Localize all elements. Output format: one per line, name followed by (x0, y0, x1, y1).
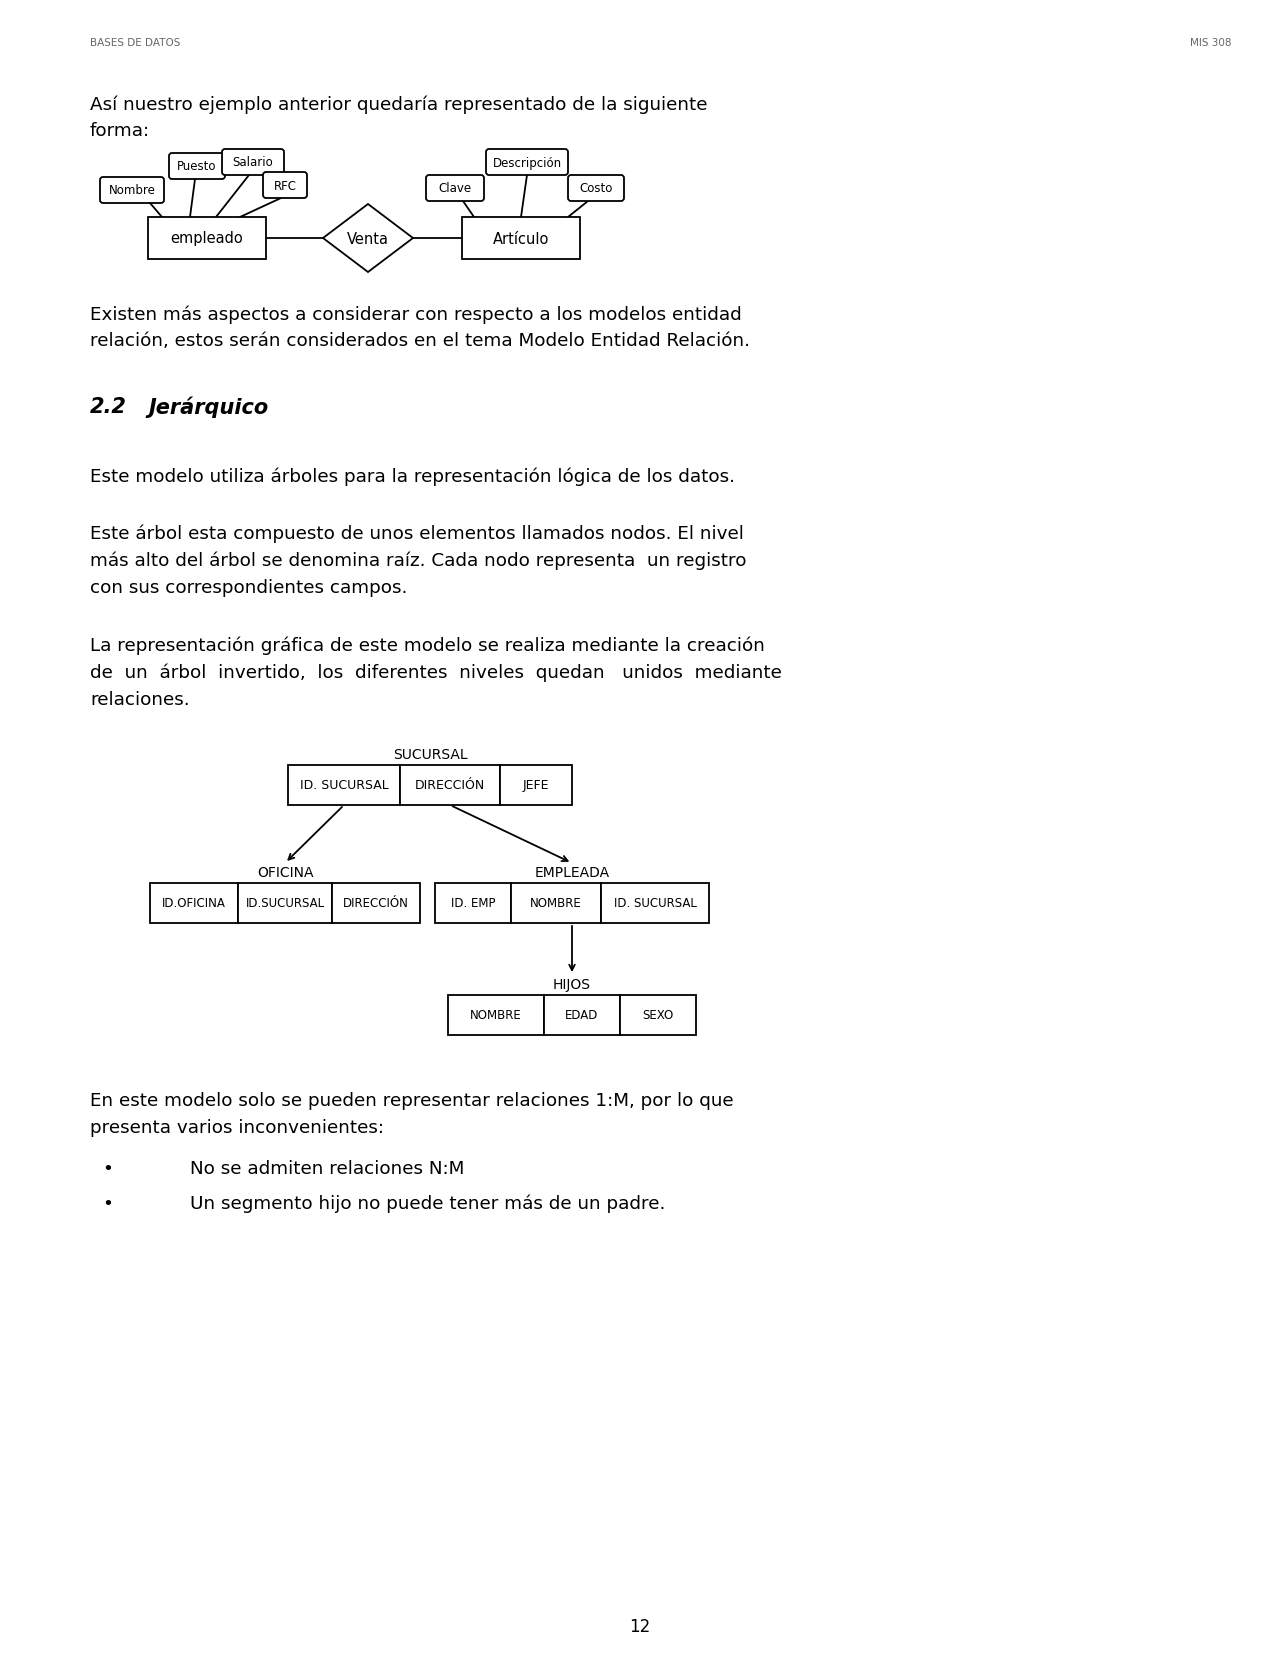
Text: La representación gráfica de este modelo se realiza mediante la creación: La representación gráfica de este modelo… (90, 637, 765, 655)
Text: No se admiten relaciones N:M: No se admiten relaciones N:M (189, 1158, 465, 1177)
FancyBboxPatch shape (262, 172, 307, 199)
Text: SEXO: SEXO (643, 1010, 673, 1021)
Bar (288, 766, 399, 806)
Bar (511, 884, 602, 923)
Text: Venta: Venta (347, 232, 389, 247)
FancyBboxPatch shape (486, 151, 568, 175)
Text: HIJOS: HIJOS (553, 978, 591, 991)
Text: RFC: RFC (274, 179, 297, 192)
Text: Descripción: Descripción (493, 157, 562, 169)
FancyBboxPatch shape (568, 175, 625, 202)
Text: relaciones.: relaciones. (90, 690, 189, 708)
Text: Jerárquico: Jerárquico (148, 397, 269, 419)
Text: más alto del árbol se denomina raíz. Cada nodo representa  un registro: más alto del árbol se denomina raíz. Cad… (90, 551, 746, 571)
Text: Este árbol esta compuesto de unos elementos llamados nodos. El nivel: Este árbol esta compuesto de unos elemen… (90, 525, 744, 543)
Bar (332, 884, 420, 923)
Text: Un segmento hijo no puede tener más de un padre.: Un segmento hijo no puede tener más de u… (189, 1195, 666, 1213)
Text: ID. SUCURSAL: ID. SUCURSAL (300, 780, 388, 793)
Text: Así nuestro ejemplo anterior quedaría representado de la siguiente: Así nuestro ejemplo anterior quedaría re… (90, 94, 708, 114)
Text: Puesto: Puesto (177, 161, 216, 174)
Bar (435, 884, 511, 923)
Text: 2.2: 2.2 (90, 397, 127, 417)
Bar (399, 766, 500, 806)
Text: Nombre: Nombre (109, 184, 155, 197)
Bar (462, 218, 580, 260)
Text: Costo: Costo (580, 182, 613, 195)
FancyBboxPatch shape (426, 175, 484, 202)
Bar (238, 884, 332, 923)
Text: relación, estos serán considerados en el tema Modelo Entidad Relación.: relación, estos serán considerados en el… (90, 331, 750, 349)
Bar (544, 995, 620, 1036)
Text: EDAD: EDAD (566, 1010, 599, 1021)
FancyBboxPatch shape (100, 177, 164, 204)
Text: forma:: forma: (90, 122, 150, 141)
Text: Artículo: Artículo (493, 232, 549, 247)
Bar (602, 884, 709, 923)
Text: SUCURSAL: SUCURSAL (393, 748, 467, 761)
Polygon shape (323, 205, 413, 273)
Text: •: • (102, 1195, 114, 1211)
Text: NOMBRE: NOMBRE (530, 897, 582, 910)
Bar (620, 995, 696, 1036)
Text: ID.SUCURSAL: ID.SUCURSAL (246, 897, 325, 910)
Text: •: • (102, 1158, 114, 1177)
Bar (150, 884, 238, 923)
Text: NOMBRE: NOMBRE (470, 1010, 522, 1021)
Bar (500, 766, 572, 806)
Text: ID. EMP: ID. EMP (451, 897, 495, 910)
Text: EMPLEADA: EMPLEADA (535, 866, 609, 879)
FancyBboxPatch shape (221, 151, 284, 175)
Text: Este modelo utiliza árboles para la representación lógica de los datos.: Este modelo utiliza árboles para la repr… (90, 468, 735, 487)
Text: con sus correspondientes campos.: con sus correspondientes campos. (90, 579, 407, 597)
Text: DIRECCIÓN: DIRECCIÓN (343, 897, 408, 910)
Text: ID.OFICINA: ID.OFICINA (163, 897, 227, 910)
Text: DIRECCIÓN: DIRECCIÓN (415, 780, 485, 793)
Text: de  un  árbol  invertido,  los  diferentes  niveles  quedan   unidos  mediante: de un árbol invertido, los diferentes ni… (90, 664, 782, 682)
Text: En este modelo solo se pueden representar relaciones 1:M, por lo que: En este modelo solo se pueden representa… (90, 1091, 733, 1109)
Text: MIS 308: MIS 308 (1190, 38, 1231, 48)
Text: JEFE: JEFE (522, 780, 549, 793)
Bar (448, 995, 544, 1036)
Text: empleado: empleado (170, 232, 243, 247)
FancyBboxPatch shape (169, 154, 225, 180)
Text: 12: 12 (630, 1617, 650, 1635)
Text: presenta varios inconvenientes:: presenta varios inconvenientes: (90, 1119, 384, 1137)
Text: ID. SUCURSAL: ID. SUCURSAL (613, 897, 696, 910)
Bar (148, 218, 266, 260)
Text: Existen más aspectos a considerar con respecto a los modelos entidad: Existen más aspectos a considerar con re… (90, 305, 741, 323)
Text: BASES DE DATOS: BASES DE DATOS (90, 38, 180, 48)
Text: OFICINA: OFICINA (257, 866, 314, 879)
Text: Clave: Clave (439, 182, 471, 195)
Text: Salario: Salario (233, 157, 274, 169)
